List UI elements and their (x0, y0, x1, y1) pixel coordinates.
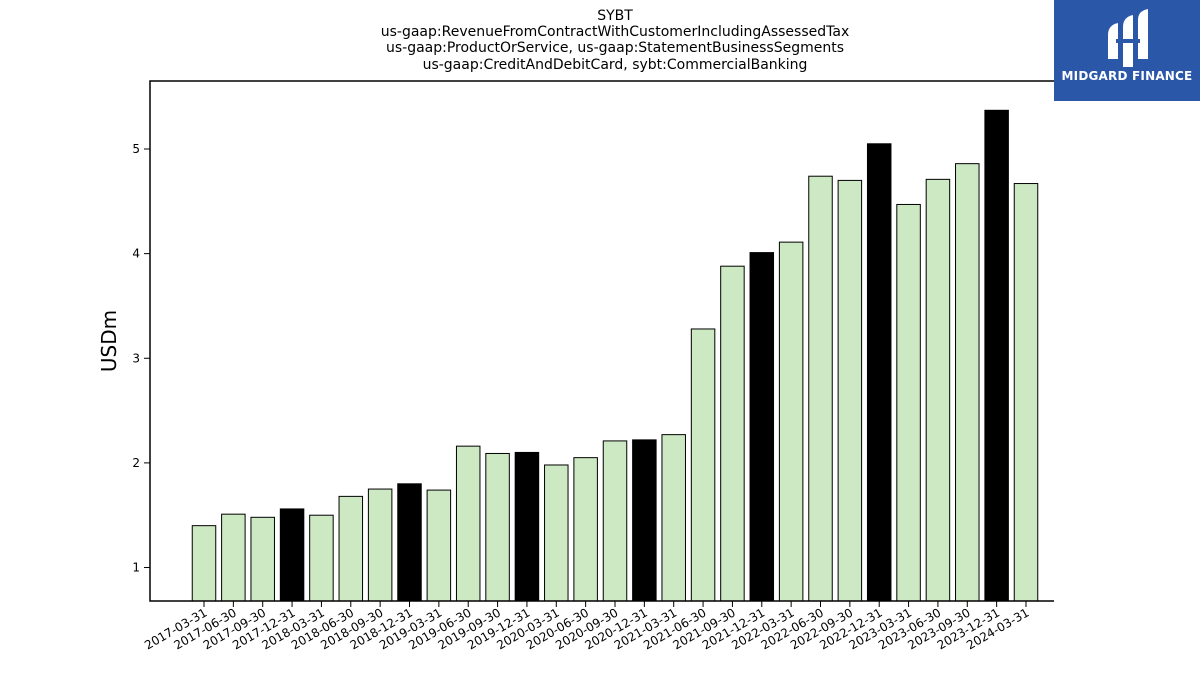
bar-2021-09-30 (720, 265, 745, 602)
y-axis: 1 2 3 4 5 (132, 142, 150, 575)
bar-2020-06-30 (573, 457, 598, 602)
bar-2021-12-31 (749, 252, 775, 602)
bar-2019-12-31 (514, 451, 540, 602)
bar-2017-03-31 (191, 525, 217, 602)
title-line-3: us-gaap:ProductOrService, us-gaap:Statem… (386, 40, 844, 56)
y-tick-label: 1 (132, 561, 140, 575)
bar-2022-12-31 (866, 143, 892, 602)
bar-2019-09-30 (485, 452, 510, 602)
y-tick-label: 3 (132, 351, 140, 365)
title-line-2: us-gaap:RevenueFromContractWithCustomerI… (381, 24, 850, 40)
bar-2020-03-31 (544, 464, 569, 602)
bar-2019-06-30 (455, 445, 481, 602)
bar-2022-06-30 (808, 175, 833, 602)
bar-2018-03-31 (309, 514, 334, 602)
bar-2024-03-31 (1013, 183, 1039, 602)
plot-frame (149, 80, 1054, 602)
bar-2023-09-30 (955, 163, 980, 602)
bar-2022-09-30 (837, 179, 863, 602)
logo-mark-icon (1108, 9, 1148, 67)
bars-group (191, 109, 1039, 602)
bar-2018-06-30 (338, 495, 364, 602)
bar-2021-06-30 (690, 328, 716, 602)
bar-2020-12-31 (632, 439, 657, 602)
bar-2017-12-31 (279, 508, 305, 602)
y-tick-label: 4 (132, 247, 140, 261)
y-tick-label: 5 (132, 142, 140, 156)
bar-2020-09-30 (602, 440, 628, 602)
chart-title: SYBT us-gaap:RevenueFromContractWithCust… (381, 8, 850, 73)
bar-2021-03-31 (661, 434, 686, 602)
x-axis: 2017-03-312017-06-302017-09-302017-12-31… (142, 601, 1032, 652)
bar-2019-03-31 (426, 489, 452, 602)
bar-2023-03-31 (896, 203, 921, 602)
bar-chart: SYBT us-gaap:RevenueFromContractWithCust… (97, 8, 1054, 652)
bar-2018-09-30 (367, 488, 393, 602)
logo-text: MIDGARD FINANCE (1061, 69, 1193, 83)
y-tick-label: 2 (132, 456, 140, 470)
bar-2017-09-30 (250, 516, 275, 602)
bar-2018-12-31 (397, 483, 422, 602)
brand-logo: MIDGARD FINANCE (1054, 0, 1200, 101)
y-axis-label: USDm (97, 310, 121, 372)
bar-2023-06-30 (925, 178, 951, 602)
bar-2017-06-30 (221, 513, 246, 602)
bar-2022-03-31 (778, 241, 804, 602)
bar-2023-12-31 (984, 109, 1009, 602)
title-line-1: SYBT (597, 8, 633, 24)
title-line-4: us-gaap:CreditAndDebitCard, sybt:Commerc… (423, 57, 808, 73)
